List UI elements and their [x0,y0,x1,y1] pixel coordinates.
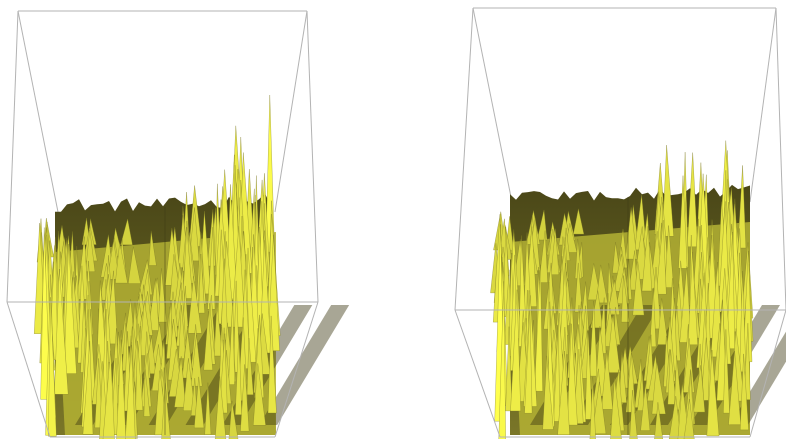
surface-spike [584,330,593,420]
surface-spike [498,281,506,439]
surface-spike [737,165,747,249]
surface-spike [632,261,645,316]
bounding-box-front-right [454,7,786,438]
surface-spike [182,227,193,299]
surface-plot-left [6,10,350,439]
surface-spike [573,208,585,235]
surface-spike [194,376,205,429]
surface-spike [534,264,543,392]
surface-spike [618,351,627,403]
surface-spike [667,349,677,405]
surface-plot-right [454,7,786,439]
surface-spike [553,324,561,422]
surface-spike [668,396,682,439]
surface-spike [589,300,598,377]
surface-spike [601,350,613,410]
surface-spike [550,228,560,275]
surface-spike [82,340,94,435]
surface-spike [253,363,266,426]
surface-spike [538,230,548,283]
surface-spike [135,340,144,411]
surface-spike [637,371,645,411]
bounding-box-back-left [17,10,308,213]
surface-spike [567,323,578,426]
surface-spike [148,278,160,331]
surface-spike [706,349,720,437]
surface-spike [536,209,548,241]
surface-spike [204,382,212,435]
surface-spike [116,339,127,439]
surface-spike [102,350,115,439]
surface-spike [190,378,198,416]
surface-spike [510,289,521,412]
surface-spike [628,250,638,291]
surface-spike [235,333,242,415]
surface-shadow-streak [730,331,786,425]
surface-spike [120,218,133,246]
surface-spike [629,390,638,439]
surface-spike [728,350,741,425]
surface-spike [656,220,667,295]
surface-spike [606,313,621,373]
bounding-box-front-left [6,10,319,438]
surface-spike [161,382,171,439]
surface-spike [228,298,235,385]
surface-spike [679,266,692,343]
surface-spike [174,356,186,408]
surface-spike [54,268,69,395]
surface-spike [115,242,128,284]
surface-spike [63,244,77,374]
surface-spike [687,251,698,345]
surface-spike [557,350,570,435]
surface-spike [542,355,554,430]
surface-spike [40,227,51,400]
surface-spike [178,305,187,359]
surface-spike [673,355,683,411]
surface-spike [678,175,688,269]
surface-spike [188,207,200,262]
surface-spike [190,334,203,387]
surface-spike [125,344,136,439]
surface-spike [524,309,533,414]
surface-spike [228,400,239,439]
surface-spike [723,329,730,414]
surface-spike [612,242,621,274]
surface-spike [595,264,608,304]
surface-spike [85,229,96,272]
surface-spike [640,383,651,431]
surface-spike [203,311,213,371]
surface-spike [683,398,695,439]
bounding-box-back-right [472,7,777,203]
surface-spike [214,376,227,439]
surface-spike [148,230,157,266]
surface-spike [128,246,141,284]
surface-spike [726,231,736,349]
surface-mesh-left [34,94,350,439]
surface-shadow-streak [259,305,350,425]
surface-spike [740,353,749,431]
surface-spike [505,326,513,412]
surface-spike [657,298,669,345]
surface-spike [589,376,596,439]
surface-spike [654,402,663,439]
surface-mesh-right [490,140,786,439]
surface-spike [48,297,57,437]
surface-spike [183,358,196,411]
surface-spike [649,287,657,347]
surface-spike [693,365,706,413]
surface-spike [664,225,674,288]
surface-spike [240,364,250,432]
surface-spike [143,369,151,417]
surface-spike [267,315,277,414]
surface-spike [687,152,698,247]
surface-spike [246,337,254,395]
surface-spike [607,280,620,315]
surface-spike [610,377,622,439]
surface-spike [198,253,205,314]
surface-spike [641,226,652,292]
surface-spike [213,302,223,357]
surface-spike [592,381,607,434]
surface-spike [267,234,280,351]
